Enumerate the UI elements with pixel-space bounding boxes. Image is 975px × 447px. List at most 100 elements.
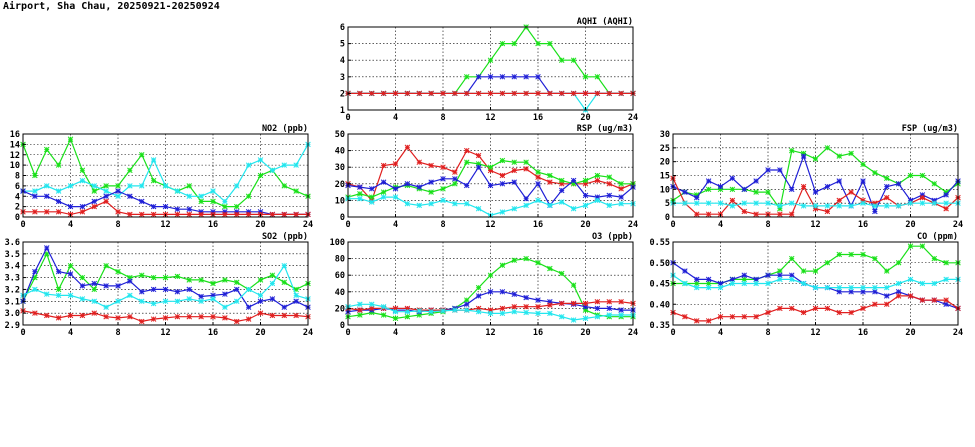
data-point bbox=[440, 186, 446, 192]
data-point bbox=[682, 268, 688, 274]
data-point bbox=[174, 206, 181, 212]
chart-title: CO (ppm) bbox=[917, 232, 958, 242]
data-point bbox=[511, 257, 518, 264]
x-tick-label: 8 bbox=[115, 220, 120, 230]
data-point bbox=[860, 161, 866, 168]
data-point bbox=[463, 307, 470, 313]
data-point bbox=[269, 211, 276, 218]
x-tick-label: 24 bbox=[303, 220, 313, 230]
data-point bbox=[32, 209, 38, 215]
y-tick-label: 2 bbox=[15, 203, 20, 213]
data-point bbox=[138, 151, 145, 158]
data-point bbox=[812, 203, 819, 209]
x-tick-label: 16 bbox=[208, 328, 218, 338]
data-point bbox=[380, 90, 387, 97]
data-point bbox=[79, 283, 86, 289]
data-point bbox=[860, 178, 866, 184]
data-point bbox=[606, 192, 613, 199]
data-point bbox=[872, 301, 878, 308]
data-point bbox=[428, 200, 434, 207]
data-point bbox=[138, 298, 145, 305]
data-point bbox=[67, 203, 74, 210]
data-point bbox=[943, 259, 949, 266]
data-point bbox=[67, 271, 74, 277]
data-point bbox=[499, 262, 506, 268]
data-point bbox=[606, 305, 613, 312]
data-point bbox=[618, 186, 624, 192]
data-point bbox=[729, 313, 736, 320]
data-point bbox=[547, 90, 553, 97]
data-point bbox=[245, 162, 252, 168]
data-point bbox=[222, 198, 228, 205]
data-point bbox=[594, 305, 601, 312]
data-point bbox=[717, 183, 724, 190]
x-tick-label: 12 bbox=[810, 328, 820, 338]
data-point bbox=[788, 255, 795, 262]
data-point bbox=[487, 272, 494, 278]
data-point bbox=[836, 178, 843, 184]
data-point bbox=[558, 270, 565, 277]
y-tick-label: 14 bbox=[10, 140, 20, 150]
data-point bbox=[872, 203, 878, 209]
data-point bbox=[43, 146, 50, 153]
data-point bbox=[765, 309, 771, 316]
data-point bbox=[245, 316, 252, 322]
y-tick-label: 3.3 bbox=[5, 274, 20, 284]
data-point bbox=[55, 209, 62, 215]
data-point bbox=[91, 310, 98, 316]
data-point bbox=[463, 147, 470, 154]
data-point bbox=[257, 277, 264, 283]
data-point bbox=[753, 211, 759, 217]
data-point bbox=[475, 164, 482, 170]
data-point bbox=[606, 202, 613, 209]
data-point bbox=[174, 188, 181, 194]
data-point bbox=[931, 255, 938, 262]
data-point bbox=[416, 159, 423, 165]
data-point bbox=[79, 312, 86, 319]
data-point bbox=[523, 195, 529, 202]
data-point bbox=[368, 194, 375, 200]
data-point bbox=[210, 280, 216, 287]
data-point bbox=[693, 194, 700, 201]
data-point bbox=[753, 200, 759, 206]
data-point bbox=[824, 203, 831, 209]
data-point bbox=[452, 200, 458, 207]
y-tick-label: 40 bbox=[335, 147, 345, 157]
data-point bbox=[281, 183, 288, 189]
y-tick-label: 12 bbox=[10, 151, 20, 161]
data-point bbox=[907, 200, 914, 206]
data-point bbox=[570, 205, 577, 212]
data-point bbox=[547, 40, 553, 47]
y-tick-label: 50 bbox=[335, 130, 345, 140]
data-point bbox=[416, 90, 423, 97]
data-point bbox=[257, 292, 264, 299]
data-point bbox=[380, 303, 387, 310]
data-point bbox=[741, 276, 748, 283]
data-point bbox=[872, 208, 878, 215]
data-point bbox=[582, 74, 589, 80]
data-point bbox=[233, 286, 240, 293]
data-point bbox=[836, 289, 843, 295]
data-point bbox=[907, 172, 914, 179]
data-point bbox=[729, 186, 736, 193]
data-point bbox=[741, 280, 748, 287]
x-tick-label: 4 bbox=[68, 220, 73, 230]
data-point bbox=[43, 209, 50, 215]
data-point bbox=[907, 276, 914, 283]
data-point bbox=[741, 200, 748, 206]
x-tick-label: 8 bbox=[440, 220, 445, 230]
data-point bbox=[788, 200, 795, 206]
data-point bbox=[174, 313, 181, 320]
data-point bbox=[428, 189, 434, 195]
data-point bbox=[606, 90, 613, 97]
data-point bbox=[150, 316, 157, 322]
x-tick-label: 24 bbox=[628, 220, 638, 230]
x-tick-label: 20 bbox=[580, 113, 590, 123]
y-tick-label: 3.2 bbox=[5, 285, 20, 295]
x-tick-label: 0 bbox=[345, 220, 350, 230]
data-point bbox=[138, 198, 145, 205]
data-point bbox=[800, 280, 807, 287]
data-point bbox=[380, 194, 387, 200]
data-point bbox=[222, 291, 228, 297]
data-point bbox=[103, 304, 109, 310]
